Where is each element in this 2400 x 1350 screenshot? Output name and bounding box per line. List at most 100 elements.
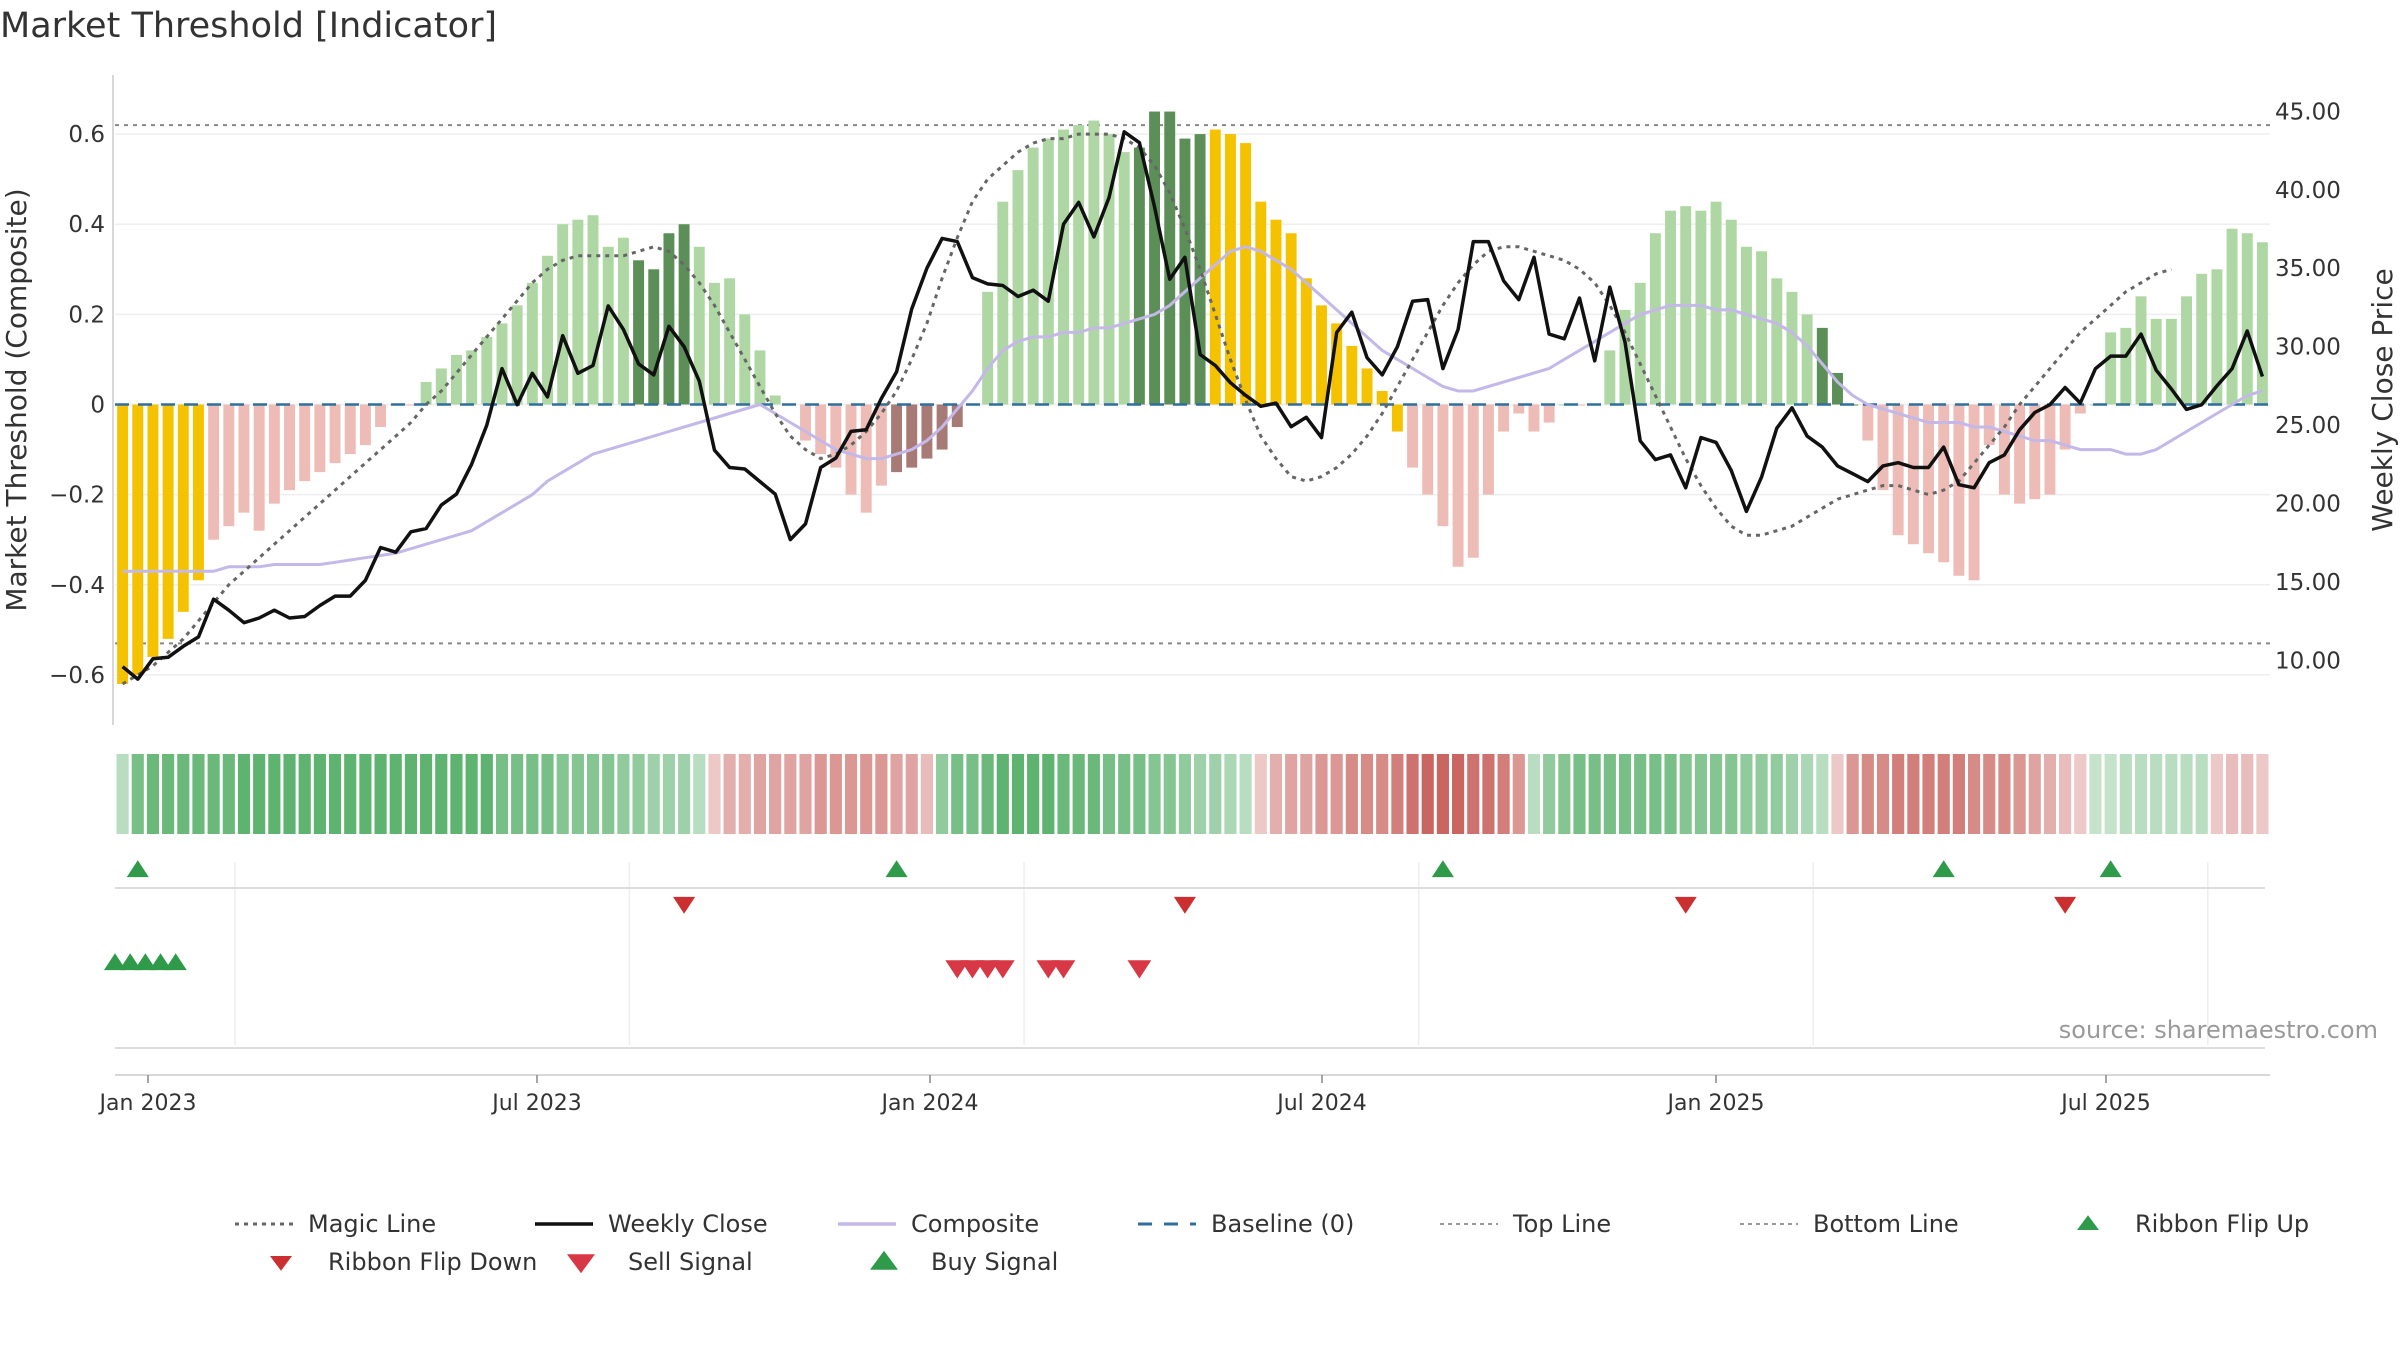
y2-axis-label: Weekly Close Price [2366, 268, 2399, 531]
composite-bar [481, 336, 493, 405]
composite-bar [1725, 219, 1737, 405]
ribbon-cell [1194, 754, 1207, 834]
composite-bar [450, 354, 462, 405]
composite-bar [1118, 152, 1130, 405]
ribbon-cell [2150, 754, 2163, 834]
ribbon-cell [2241, 754, 2254, 834]
ribbon-flip-up-marker [1932, 860, 1955, 878]
ribbon-cell [1421, 754, 1434, 834]
ribbon-cell [1861, 754, 1874, 834]
composite-bar [693, 246, 705, 405]
composite-bar [2014, 404, 2026, 504]
ribbon-cell [920, 754, 933, 834]
ribbon-cell [2119, 754, 2132, 834]
ribbon-cell [1452, 754, 1465, 834]
ribbon-cell [2059, 754, 2072, 834]
ribbon-cell [1573, 754, 1586, 834]
composite-bar [1437, 404, 1449, 527]
composite-bar [329, 404, 341, 464]
ribbon-cell [1497, 754, 1510, 834]
composite-bar [754, 350, 766, 405]
ribbon-cell [1710, 754, 1723, 834]
ribbon-flip-down-marker [1674, 896, 1697, 914]
x-axis: Jan 2023 Jul 2023 Jan 2024 Jul 2024 Jan 2025… [98, 1074, 2270, 1116]
composite-bar [2044, 404, 2056, 495]
legend-item: Top Line [1440, 1210, 1611, 1238]
legend-label: Ribbon Flip Down [328, 1248, 537, 1276]
ribbon-cell [2134, 754, 2148, 834]
composite-bar [435, 368, 447, 405]
y2-tick-label: 45.00 [2275, 99, 2341, 125]
composite-bar [1938, 404, 1950, 563]
composite-bar [1467, 404, 1479, 558]
composite-bar [1391, 404, 1403, 432]
ribbon-cell [1755, 754, 1768, 834]
composite-bar [1665, 210, 1677, 405]
legend-item: Buy Signal [870, 1248, 1058, 1276]
composite-bar [1923, 404, 1935, 554]
composite-bar [526, 282, 538, 405]
composite-bar [1088, 120, 1100, 405]
composite-bar [1801, 314, 1813, 405]
ribbon-cell [2089, 754, 2102, 834]
composite-bar [1194, 134, 1206, 405]
composite-bar [496, 323, 508, 405]
ribbon-cell [1512, 754, 1525, 834]
composite-bar [466, 350, 478, 405]
legend-item: Magic Line [235, 1210, 436, 1238]
composite-bar [511, 305, 523, 405]
composite-bar [1133, 147, 1145, 405]
ribbon-strip [116, 754, 2269, 834]
composite-bar [708, 282, 720, 405]
ribbon-cell [2074, 754, 2087, 834]
ribbon-cell [1634, 754, 1647, 834]
ribbon-cell [905, 754, 918, 834]
composite-bar [1695, 210, 1707, 405]
ribbon-cell [1876, 754, 1890, 834]
composite-bar [1452, 404, 1464, 567]
ribbon-cell [1922, 754, 1935, 834]
composite-bar [2059, 404, 2071, 450]
legend-item: Bottom Line [1740, 1210, 1959, 1238]
sell-signal-marker [945, 960, 970, 979]
composite-bar [1316, 305, 1327, 405]
composite-bar [542, 255, 553, 405]
ribbon-cell [2043, 754, 2057, 834]
ribbon-cell [1345, 754, 1358, 834]
sell-signal-marker [1036, 960, 1061, 979]
composite-bar [1786, 291, 1798, 405]
legend-swatch [270, 1255, 292, 1271]
ribbon-cell [1770, 754, 1783, 834]
composite-bar [314, 404, 326, 473]
ribbon-cell [1027, 754, 1040, 834]
legend-item: Ribbon Flip Down [270, 1248, 537, 1276]
ribbon-cell [1239, 754, 1252, 834]
buy-signal-marker [164, 953, 187, 971]
composite-bar [769, 395, 781, 405]
composite-bar [1740, 246, 1752, 405]
ribbon-cell [374, 754, 387, 834]
composite-bar [1756, 251, 1768, 405]
ribbon-cell [647, 754, 660, 834]
ribbon-cell [1467, 754, 1480, 834]
ribbon-cell [799, 754, 812, 834]
legend-label: Ribbon Flip Up [2135, 1210, 2309, 1238]
ribbon-cell [602, 754, 615, 834]
ribbon-cell [2180, 754, 2193, 834]
ribbon-cell [162, 754, 175, 834]
ribbon-cell [2225, 754, 2239, 834]
composite-bar [268, 404, 280, 504]
sell-signal-marker [975, 960, 1000, 979]
ribbon-cell [328, 754, 342, 834]
composite-bar [1300, 278, 1312, 405]
ribbon-cell [344, 754, 357, 834]
ribbon-cell [723, 754, 736, 834]
ribbon-cell [1163, 754, 1176, 834]
ribbon-cell [1087, 754, 1100, 834]
composite-bar [2226, 228, 2238, 405]
composite-bar [1968, 404, 1980, 581]
ribbon-cell [1285, 754, 1298, 834]
ribbon-cell [420, 754, 433, 834]
ribbon-cell [936, 754, 949, 834]
